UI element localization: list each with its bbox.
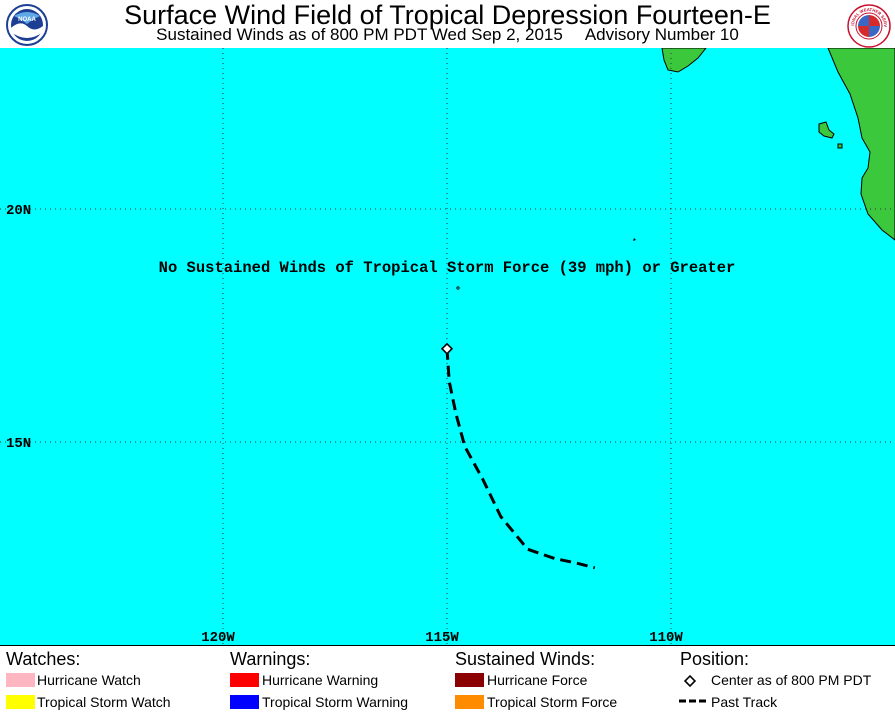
past-track-dash-icon bbox=[679, 699, 707, 703]
lon-label-115w: 115W bbox=[425, 630, 459, 645]
tropical-storm-watch-swatch bbox=[6, 695, 35, 709]
no-tropical-storm-winds-message: No Sustained Winds of Tropical Storm For… bbox=[159, 259, 736, 277]
nws-logo: NATIONAL WEATHER SERVICE bbox=[847, 4, 891, 48]
graticule bbox=[0, 48, 895, 645]
past-track-line bbox=[445, 348, 596, 570]
land-small-island bbox=[837, 143, 843, 149]
lat-label-15n: 15N bbox=[6, 436, 31, 452]
legend-winds-heading: Sustained Winds: bbox=[455, 649, 596, 669]
tropical-storm-watch-label: Tropical Storm Watch bbox=[37, 694, 171, 710]
hurricane-warning-swatch bbox=[230, 673, 259, 687]
map-header: NOAA Surface Wind Field of Tropical Depr… bbox=[0, 0, 895, 48]
lon-label-110w: 110W bbox=[649, 630, 683, 645]
hurricane-warning-label: Hurricane Warning bbox=[262, 672, 379, 688]
past-track-label: Past Track bbox=[711, 694, 778, 710]
hurricane-watch-label: Hurricane Watch bbox=[37, 672, 141, 688]
lon-label-120w: 120W bbox=[201, 630, 235, 645]
advisory-number: Advisory Number 10 bbox=[584, 25, 739, 44]
land-socorro-islet bbox=[633, 238, 636, 241]
tropical-storm-warning-swatch bbox=[230, 695, 259, 709]
wind-field-map: 20N 15N 120W 115W 110W No Sustained Wind… bbox=[0, 48, 895, 645]
page-title: Surface Wind Field of Tropical Depressio… bbox=[124, 0, 771, 30]
hurricane-watch-swatch bbox=[6, 673, 35, 687]
legend-position-heading: Position: bbox=[680, 649, 750, 669]
center-diamond-icon bbox=[683, 674, 697, 688]
hurricane-force-swatch bbox=[455, 673, 484, 687]
tropical-storm-force-swatch bbox=[455, 695, 484, 709]
land-mexico-mainland bbox=[827, 48, 895, 241]
legend-watches-heading: Watches: bbox=[6, 649, 81, 669]
land-islas-marias bbox=[818, 121, 835, 139]
lat-label-20n: 20N bbox=[6, 203, 31, 219]
center-position-label: Center as of 800 PM PDT bbox=[711, 672, 872, 688]
tropical-storm-force-label: Tropical Storm Force bbox=[487, 694, 618, 710]
storm-center-marker bbox=[440, 342, 454, 355]
land-clarion-islet bbox=[456, 286, 460, 290]
noaa-logo: NOAA bbox=[6, 4, 48, 46]
page-subtitle: Sustained Winds as of 800 PM PDT Wed Sep… bbox=[0, 25, 895, 45]
land-baja-tip bbox=[661, 48, 707, 73]
noaa-logo-text: NOAA bbox=[18, 17, 36, 23]
legend-warnings-heading: Warnings: bbox=[230, 649, 311, 669]
valid-time: Sustained Winds as of 800 PM PDT Wed Sep… bbox=[156, 25, 563, 44]
legend: Watches: Hurricane Watch Tropical Storm … bbox=[0, 645, 895, 717]
hurricane-force-label: Hurricane Force bbox=[487, 672, 588, 688]
tropical-storm-warning-label: Tropical Storm Warning bbox=[262, 694, 409, 710]
